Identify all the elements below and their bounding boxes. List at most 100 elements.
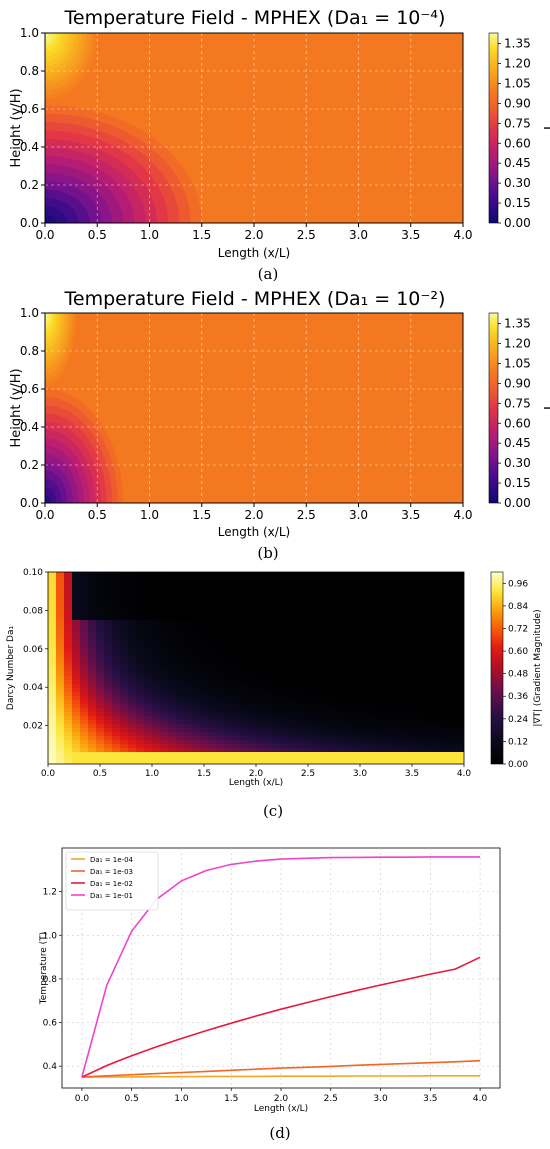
gradient-cell bbox=[368, 608, 377, 613]
gradient-cell bbox=[200, 572, 209, 577]
colorbar-tick-label: 0.15 bbox=[504, 196, 531, 210]
gradient-cell bbox=[56, 580, 65, 585]
x-tick-label: 0.0 bbox=[35, 228, 54, 242]
gradient-cell bbox=[240, 736, 249, 741]
gradient-cell bbox=[312, 692, 321, 697]
gradient-cell bbox=[176, 668, 185, 673]
gradient-cell bbox=[344, 628, 353, 633]
gradient-cell bbox=[48, 608, 57, 613]
gradient-cell bbox=[232, 752, 241, 757]
gradient-cell bbox=[112, 660, 121, 665]
gradient-cell bbox=[424, 712, 433, 717]
gradient-cell bbox=[160, 708, 169, 713]
gradient-cell bbox=[72, 708, 81, 713]
gradient-cell bbox=[88, 576, 97, 581]
gradient-cell bbox=[256, 592, 265, 597]
gradient-cell bbox=[104, 660, 113, 665]
gradient-cell bbox=[296, 744, 305, 749]
gradient-cell bbox=[72, 576, 81, 581]
gradient-cell bbox=[72, 752, 81, 757]
gradient-cell bbox=[240, 644, 249, 649]
gradient-cell bbox=[96, 632, 105, 637]
gradient-cell bbox=[440, 696, 449, 701]
gradient-cell bbox=[176, 748, 185, 753]
gradient-cell bbox=[48, 640, 57, 645]
gradient-cell bbox=[176, 584, 185, 589]
gradient-cell bbox=[120, 604, 129, 609]
gradient-cell bbox=[48, 632, 57, 637]
panel-a-label: (a) bbox=[258, 265, 279, 283]
gradient-cell bbox=[128, 728, 137, 733]
gradient-cell bbox=[432, 624, 441, 629]
gradient-cell bbox=[296, 608, 305, 613]
gradient-cell bbox=[224, 648, 233, 653]
gradient-cell bbox=[112, 712, 121, 717]
gradient-cell bbox=[376, 576, 385, 581]
gradient-cell bbox=[352, 744, 361, 749]
gradient-cell bbox=[344, 640, 353, 645]
gradient-cell bbox=[256, 692, 265, 697]
gradient-cell bbox=[376, 680, 385, 685]
gradient-cell bbox=[120, 708, 129, 713]
gradient-cell bbox=[360, 652, 369, 657]
gradient-cell bbox=[144, 632, 153, 637]
gradient-cell bbox=[304, 688, 313, 693]
gradient-cell bbox=[88, 664, 97, 669]
gradient-cell bbox=[184, 716, 193, 721]
gradient-cell bbox=[392, 736, 401, 741]
cold-contour-band bbox=[45, 494, 51, 503]
gradient-cell bbox=[160, 736, 169, 741]
gradient-cell bbox=[336, 724, 345, 729]
colorbar-tick-label: 0.45 bbox=[504, 436, 531, 450]
gradient-cell bbox=[200, 756, 209, 761]
gradient-cell bbox=[400, 636, 409, 641]
gradient-cell bbox=[240, 616, 249, 621]
gradient-cell bbox=[456, 736, 464, 741]
gradient-cell bbox=[104, 612, 113, 617]
gradient-cell bbox=[416, 604, 425, 609]
gradient-cell bbox=[368, 596, 377, 601]
gradient-cell bbox=[176, 644, 185, 649]
gradient-cell bbox=[192, 676, 201, 681]
gradient-cell bbox=[144, 752, 153, 757]
gradient-cell bbox=[440, 700, 449, 705]
gradient-cell bbox=[360, 720, 369, 725]
gradient-cell bbox=[160, 668, 169, 673]
gradient-cell bbox=[360, 612, 369, 617]
gradient-cell bbox=[368, 636, 377, 641]
gradient-cell bbox=[184, 596, 193, 601]
gradient-cell bbox=[88, 632, 97, 637]
gradient-cell bbox=[264, 760, 273, 764]
gradient-cell bbox=[128, 720, 137, 725]
gradient-cell bbox=[56, 612, 65, 617]
gradient-cell bbox=[400, 696, 409, 701]
gradient-cell bbox=[312, 612, 321, 617]
gradient-cell bbox=[184, 636, 193, 641]
gradient-cell bbox=[112, 740, 121, 745]
gradient-cell bbox=[208, 680, 217, 685]
gradient-cell bbox=[240, 652, 249, 657]
gradient-cell bbox=[224, 704, 233, 709]
gradient-cell bbox=[256, 708, 265, 713]
gradient-cell bbox=[392, 588, 401, 593]
gradient-cell bbox=[200, 656, 209, 661]
gradient-cell bbox=[248, 580, 257, 585]
gradient-cell bbox=[408, 680, 417, 685]
gradient-cell bbox=[280, 616, 289, 621]
gradient-cell bbox=[224, 576, 233, 581]
gradient-cell bbox=[408, 620, 417, 625]
gradient-cell bbox=[360, 716, 369, 721]
gradient-cell bbox=[216, 756, 225, 761]
gradient-cell bbox=[112, 600, 121, 605]
gradient-cell bbox=[424, 588, 433, 593]
gradient-cell bbox=[456, 692, 464, 697]
gradient-cell bbox=[304, 716, 313, 721]
gradient-cell bbox=[416, 684, 425, 689]
x-tick-label: 1.5 bbox=[192, 508, 211, 522]
gradient-cell bbox=[240, 588, 249, 593]
gradient-cell bbox=[232, 656, 241, 661]
gradient-cell bbox=[264, 756, 273, 761]
gradient-cell bbox=[176, 632, 185, 637]
gradient-cell bbox=[232, 672, 241, 677]
gradient-cell bbox=[96, 620, 105, 625]
